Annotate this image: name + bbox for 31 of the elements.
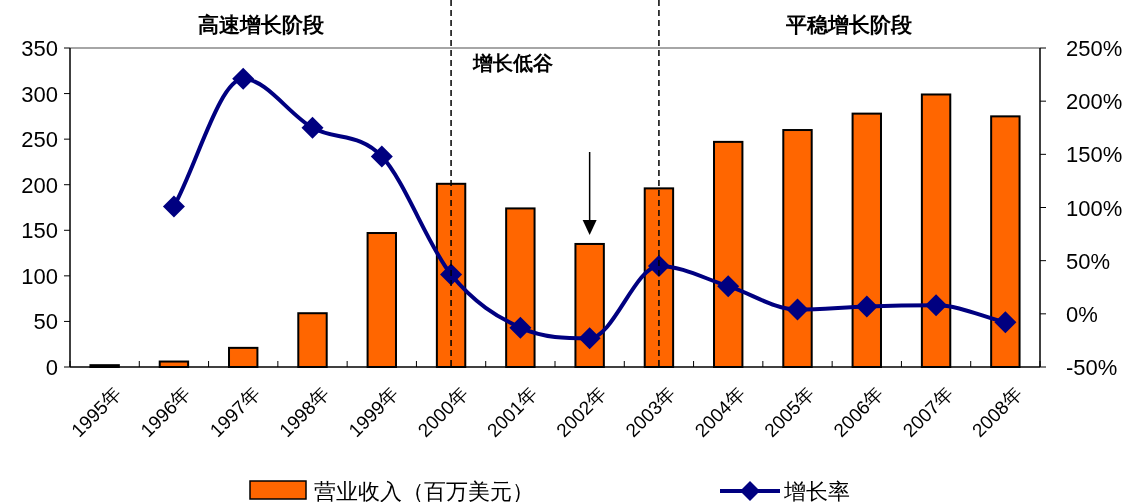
y2-tick-label: 100% <box>1066 195 1123 221</box>
y2-tick-label: 200% <box>1066 89 1123 115</box>
y-tick-label: 50 <box>33 309 58 335</box>
y2-tick-label: 50% <box>1066 248 1111 274</box>
point <box>232 67 255 90</box>
point <box>162 195 185 218</box>
y-tick-label: 200 <box>21 172 58 198</box>
point <box>994 311 1017 334</box>
y-tick-label: 150 <box>21 218 58 244</box>
y2-tick-label: 150% <box>1066 142 1123 168</box>
y2-tick-label: 250% <box>1066 36 1123 61</box>
point <box>925 294 948 317</box>
point <box>855 295 878 318</box>
y-tick-label: 0 <box>45 355 58 380</box>
point <box>786 298 809 321</box>
point <box>370 145 393 168</box>
y-tick-label: 100 <box>21 263 58 289</box>
y-tick-label: 300 <box>21 81 58 107</box>
point <box>717 275 740 298</box>
point <box>578 327 601 350</box>
annotation: 增长低谷 <box>472 52 555 74</box>
point <box>301 116 324 139</box>
legend-label: 营业收入（百万美元） <box>314 479 534 502</box>
y2-tick-label: -50% <box>1066 355 1118 380</box>
text: 平稳增长阶段 <box>785 13 914 36</box>
legend-label: 增长率 <box>783 479 850 502</box>
point <box>509 316 532 339</box>
y-tick-label: 250 <box>21 127 58 153</box>
y-tick-label: 350 <box>21 36 58 61</box>
text: 高速增长阶段 <box>197 13 325 36</box>
y2-tick-label: 0% <box>1066 301 1098 327</box>
